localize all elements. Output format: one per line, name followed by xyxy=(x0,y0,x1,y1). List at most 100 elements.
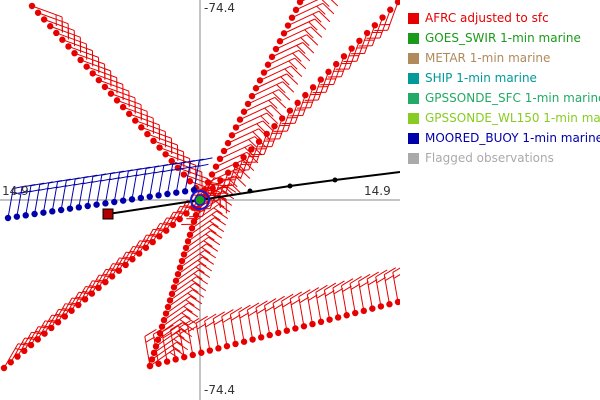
legend-entry[interactable]: MOORED_BUOY 1-min marine xyxy=(408,128,600,148)
afrc-observation-staff xyxy=(240,149,252,178)
afrc-observation-point xyxy=(138,124,145,131)
afrc-observation-point xyxy=(215,345,222,352)
afrc-observation-point xyxy=(248,92,256,100)
afrc-observation-point xyxy=(292,325,299,332)
afrc-observation-feather xyxy=(195,315,208,324)
afrc-observation-staff xyxy=(271,118,283,147)
afrc-observation-feather xyxy=(325,290,335,297)
afrc-observation-staff xyxy=(50,25,81,38)
legend-entry[interactable]: GPSSONDE_WL150 1-min marine xyxy=(408,108,600,128)
afrc-observation-feather xyxy=(300,37,310,47)
legend-entry[interactable]: AFRC adjusted to sfc xyxy=(408,8,600,28)
legend-entry[interactable]: METAR 1-min marine xyxy=(408,48,600,68)
buoy-observation-staff xyxy=(69,179,76,209)
buoy-observation-feather xyxy=(199,157,213,161)
afrc-observation-feather xyxy=(246,151,259,164)
legend-entry[interactable]: Flagged observations xyxy=(408,148,600,168)
afrc-observation-point xyxy=(326,316,333,323)
afrc-observation-feather xyxy=(173,338,183,346)
afrc-observation-staff xyxy=(135,120,166,133)
afrc-observation-feather xyxy=(252,131,262,141)
afrc-observation-point xyxy=(142,244,150,251)
afrc-observation-point xyxy=(216,155,224,162)
afrc-observation-staff xyxy=(279,110,291,140)
afrc-observation-feather xyxy=(284,68,294,78)
afrc-observation-staff xyxy=(179,249,205,269)
afrc-observation-feather xyxy=(202,256,215,265)
afrc-observation-staff xyxy=(165,295,191,314)
afrc-observation-feather xyxy=(161,324,174,333)
afrc-observation-point xyxy=(268,53,276,61)
afrc-observation-point xyxy=(75,301,82,309)
afrc-observation-feather xyxy=(306,34,319,46)
afrc-observation-feather xyxy=(318,10,331,23)
afrc-observation-staff xyxy=(323,290,331,320)
afrc-observation-feather xyxy=(194,282,207,292)
afrc-observation-point xyxy=(77,56,84,64)
legend-label: GOES_SWIR 1-min marine xyxy=(425,31,581,45)
afrc-observation-point xyxy=(40,16,48,23)
afrc-observation-feather xyxy=(367,279,378,286)
afrc-observation-point xyxy=(89,70,96,77)
legend-label: AFRC adjusted to sfc xyxy=(425,11,549,25)
afrc-observation-point xyxy=(257,334,265,341)
afrc-observation-point xyxy=(192,211,200,219)
afrc-observation-staff xyxy=(229,314,237,345)
afrc-observation-point xyxy=(154,336,162,343)
afrc-observation-feather xyxy=(255,300,268,309)
buoy-observation-point xyxy=(40,209,47,216)
afrc-observation-staff xyxy=(169,282,195,301)
afrc-observation-staff xyxy=(86,66,117,79)
afrc-observation-point xyxy=(168,290,176,298)
afrc-observation-staff xyxy=(272,303,279,333)
afrc-observation-point xyxy=(272,45,280,53)
afrc-observation-staff xyxy=(243,96,276,113)
afrc-observation-feather xyxy=(392,267,400,273)
afrc-observation-staff xyxy=(152,334,160,364)
afrc-observation-point xyxy=(369,305,376,312)
afrc-observation-point xyxy=(0,364,8,372)
afrc-observation-staff xyxy=(325,63,337,93)
afrc-observation-feather xyxy=(316,292,327,299)
buoy-observation-point xyxy=(75,204,83,211)
afrc-observation-staff xyxy=(306,294,313,325)
afrc-observation-feather xyxy=(272,92,282,102)
legend-entry[interactable]: GOES_SWIR 1-min marine xyxy=(408,28,600,48)
afrc-observation-point xyxy=(276,38,284,45)
afrc-observation-feather xyxy=(181,312,191,320)
buoy-observation-point xyxy=(173,189,180,196)
afrc-observation-feather xyxy=(302,42,315,54)
afrc-observation-point xyxy=(190,218,198,225)
afrc-observation-feather xyxy=(185,299,195,307)
afrc-observation-point xyxy=(300,323,308,330)
afrc-observation-point xyxy=(176,264,184,271)
afrc-observation-feather xyxy=(205,321,215,328)
afrc-observation-staff xyxy=(161,309,187,328)
afrc-observation-point xyxy=(333,60,340,68)
observation-plot[interactable] xyxy=(0,0,400,400)
afrc-observation-staff xyxy=(183,236,209,255)
afrc-observation-point xyxy=(340,53,348,60)
afrc-observation-point xyxy=(95,284,102,292)
buoy-observation-feather xyxy=(198,163,209,167)
afrc-observation-feather xyxy=(239,312,250,319)
buoy-observation-point xyxy=(49,208,56,215)
afrc-observation-staff xyxy=(267,49,300,66)
afrc-observation-point xyxy=(387,6,394,13)
afrc-observation-feather xyxy=(333,287,344,295)
track-dot xyxy=(247,188,253,194)
afrc-observation-point xyxy=(113,97,121,104)
legend-entry[interactable]: GPSSONDE_SFC 1-min marine xyxy=(408,88,600,108)
afrc-observation-feather xyxy=(199,253,209,261)
afrc-observation-point xyxy=(41,330,48,337)
afrc-observation-point xyxy=(81,296,89,303)
afrc-observation-point xyxy=(283,327,291,334)
afrc-observation-staff xyxy=(10,337,26,363)
afrc-observation-feather xyxy=(316,5,326,15)
afrc-observation-staff xyxy=(317,71,329,101)
afrc-observation-feather xyxy=(207,227,217,234)
latitude-label-top: -74.4 xyxy=(204,1,236,15)
legend-entry[interactable]: SHIP 1-min marine xyxy=(408,68,600,88)
track-start-marker xyxy=(102,208,114,220)
afrc-observation-point xyxy=(377,303,385,310)
